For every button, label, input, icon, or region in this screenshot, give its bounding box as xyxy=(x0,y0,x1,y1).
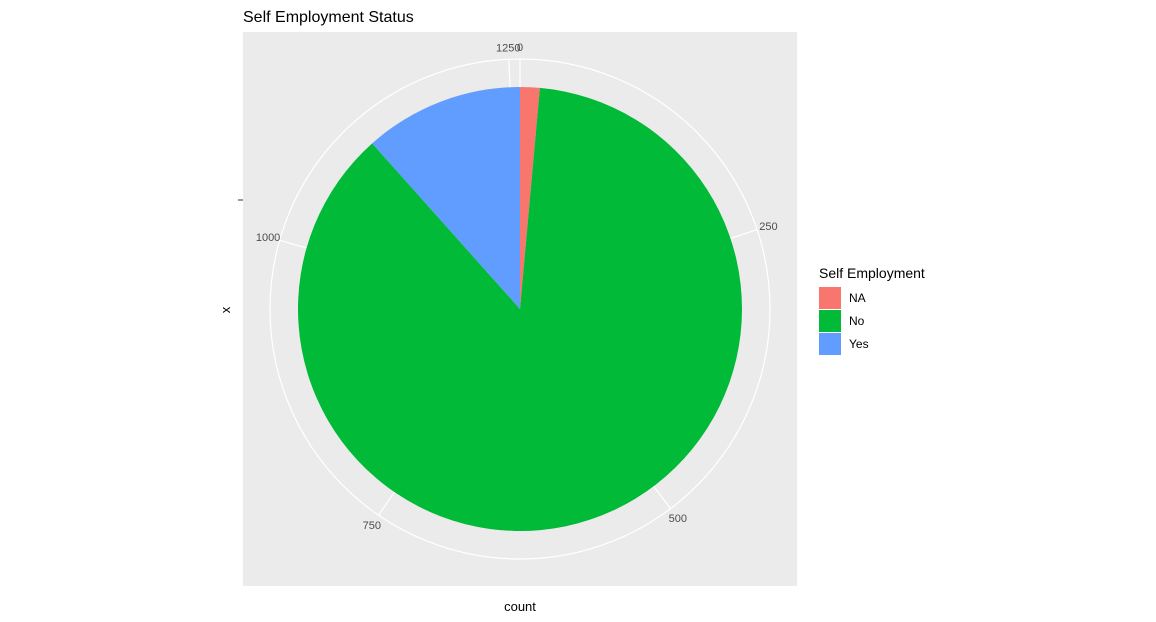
pie-slice-na xyxy=(520,87,540,309)
legend-label-yes: Yes xyxy=(849,337,869,351)
angle-ticks: 0 250 500 750 1000 1250 xyxy=(256,42,778,532)
legend-key-yes xyxy=(819,333,841,355)
angle-tick-label-750: 750 xyxy=(363,520,381,532)
y-axis-title: x xyxy=(218,306,233,313)
legend-key-na xyxy=(819,287,841,309)
pie-slices xyxy=(297,87,742,531)
legend-label-no: No xyxy=(849,314,865,328)
pie-slice-no xyxy=(297,87,742,531)
legend-key-no xyxy=(819,310,841,332)
legend-title: Self Employment xyxy=(819,265,925,281)
legend: Self Employment NA No Yes xyxy=(819,265,925,355)
angle-tick-label-0: 0 xyxy=(517,42,523,54)
angle-tick-label-1250: 1250 xyxy=(496,42,520,54)
pie-slice-yes xyxy=(372,87,520,309)
angle-tick-label-500: 500 xyxy=(669,513,687,525)
x-axis-title: count xyxy=(504,599,536,614)
legend-label-na: NA xyxy=(849,291,866,305)
angle-tick-label-250: 250 xyxy=(759,221,777,233)
angle-tick-label-1000: 1000 xyxy=(256,232,280,244)
chart-title: Self Employment Status xyxy=(243,9,414,26)
